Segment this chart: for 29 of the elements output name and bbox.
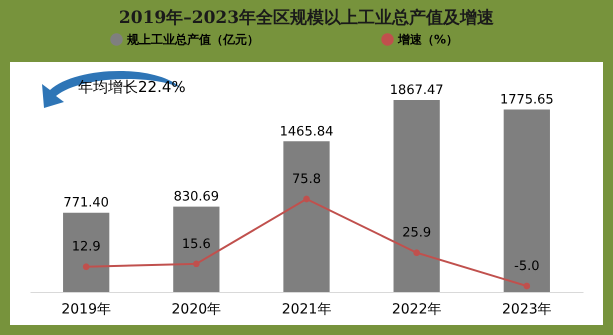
- data-label: 771.40: [63, 196, 109, 211]
- x-tick-label: 2022年: [392, 302, 442, 318]
- data-label: 1465.84: [280, 124, 334, 140]
- legend-label: 规上工业总产值（亿元）: [126, 32, 259, 47]
- data-label: -5.0: [514, 259, 540, 274]
- chart-title: 2019年–2023年全区规模以上工业总产值及增速: [118, 7, 496, 29]
- point: [413, 249, 420, 256]
- data-label: 75.8: [292, 172, 321, 187]
- data-label: 1775.65: [500, 92, 554, 108]
- point: [82, 263, 90, 270]
- x-tick-label: 2019年: [61, 302, 111, 318]
- point: [303, 196, 310, 202]
- point: [523, 282, 530, 290]
- bar: [173, 206, 220, 292]
- point: [192, 260, 200, 268]
- data-label: 830.69: [174, 190, 220, 205]
- bar: [504, 109, 550, 292]
- data-label: 25.9: [402, 226, 432, 241]
- data-label: 15.6: [182, 236, 211, 252]
- bar: [394, 100, 440, 292]
- bar: [283, 141, 330, 292]
- x-tick-label: 2023年: [502, 302, 552, 318]
- x-tick-label: 2021年: [282, 302, 332, 318]
- legend-label: 增速（%）: [397, 32, 458, 47]
- data-label: 12.9: [72, 240, 101, 255]
- text: 年均增长22.4%: [78, 78, 186, 97]
- bar: [63, 212, 110, 292]
- data-label: 1867.47: [390, 83, 444, 98]
- x-tick-label: 2020年: [172, 302, 222, 318]
